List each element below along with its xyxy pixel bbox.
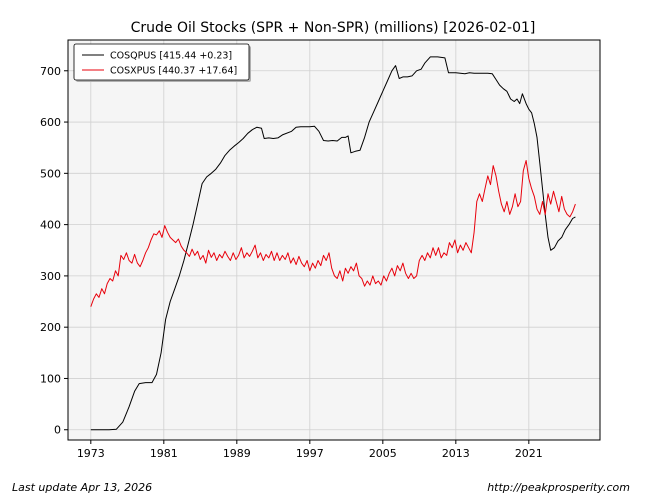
y-tick-label: 700 (40, 65, 61, 78)
y-tick-label: 400 (40, 219, 61, 232)
y-tick-label: 100 (40, 372, 61, 385)
y-tick-label: 0 (54, 424, 61, 437)
series-line-2 (90, 160, 576, 307)
y-tick-label: 600 (40, 116, 61, 129)
series-layer (90, 56, 576, 431)
axis-ticks: 1973 1981 1989 1997 2005 2013 2021 0 100 200 300 40… (40, 65, 543, 460)
legend: COSQPUS [415.44 +0.23] COSXPUS [440.37 +1… (73, 43, 251, 82)
legend-box (73, 43, 250, 81)
series-line-1 (90, 56, 576, 431)
legend-label-2: COSXPUS [440.37 +17.64] (110, 66, 237, 77)
x-tick-label: 1997 (296, 447, 324, 460)
y-tick-label: 300 (40, 270, 61, 283)
x-tick-label: 1989 (223, 447, 251, 460)
x-tick-label: 1981 (150, 447, 178, 460)
x-tick-label: 2013 (442, 447, 470, 460)
x-tick-label: 2021 (515, 447, 543, 460)
x-tick-label: 2005 (369, 447, 397, 460)
legend-label-1: COSQPUS [415.44 +0.23] (110, 51, 232, 62)
source-url-link[interactable]: http://peakprosperity.com (487, 481, 630, 494)
chart-title: Crude Oil Stocks (SPR + Non-SPR) (millio… (131, 20, 536, 36)
last-update-label: Last update Apr 13, 2026 (12, 481, 153, 494)
y-tick-label: 500 (40, 167, 61, 180)
y-tick-label: 200 (40, 321, 61, 334)
plot-frame (67, 39, 601, 441)
x-tick-label: 1973 (77, 447, 105, 460)
